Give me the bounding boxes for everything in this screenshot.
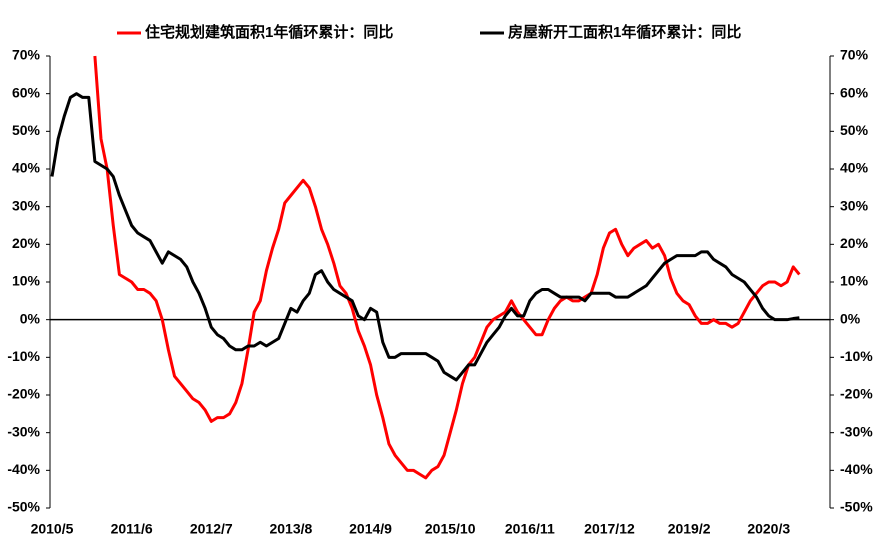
y2-tick-label: -10%: [840, 348, 873, 364]
y-tick-label: 40%: [12, 160, 41, 176]
x-tick-label: 2011/6: [111, 521, 153, 537]
legend-text: 房屋新开工面积1年循环累计：同比: [508, 23, 741, 41]
y2-tick-label: 10%: [840, 273, 869, 289]
x-tick-label: 2019/2: [668, 521, 711, 537]
y-tick-label: -40%: [7, 461, 40, 477]
x-tick-label: 2010/5: [31, 521, 74, 537]
x-tick-label: 2020/3: [747, 521, 790, 537]
legend-text: 住宅规划建筑面积1年循环累计：同比: [145, 23, 393, 41]
y-tick-label: 20%: [12, 235, 41, 251]
y2-tick-label: -40%: [840, 461, 873, 477]
y-tick-label: -30%: [7, 423, 40, 439]
y2-tick-label: 40%: [840, 160, 869, 176]
y2-tick-label: 70%: [840, 47, 869, 63]
series-line: [93, 55, 801, 480]
x-tick-label: 2015/10: [425, 521, 476, 537]
y-tick-label: 70%: [12, 47, 41, 63]
y2-tick-label: 60%: [840, 84, 869, 100]
x-tick-label: 2013/8: [269, 521, 312, 537]
y-tick-label: 60%: [12, 84, 41, 100]
series-line: [50, 92, 800, 382]
y2-tick-label: 30%: [840, 197, 869, 213]
y-tick-label: 0%: [20, 310, 41, 326]
y2-tick-label: -50%: [840, 499, 873, 515]
x-tick-label: 2017/12: [584, 521, 635, 537]
x-tick-label: 2012/7: [190, 521, 233, 537]
y-tick-label: 10%: [12, 273, 41, 289]
y2-tick-label: -20%: [840, 386, 873, 402]
y2-tick-label: -30%: [840, 423, 873, 439]
y2-tick-label: 20%: [840, 235, 869, 251]
x-tick-label: 2016/11: [505, 521, 555, 537]
y-tick-label: -20%: [7, 386, 40, 402]
y2-tick-label: 0%: [840, 310, 861, 326]
y-tick-label: 30%: [12, 197, 41, 213]
x-tick-label: 2014/9: [349, 521, 392, 537]
y-tick-label: -50%: [7, 499, 40, 515]
y-tick-label: -10%: [7, 348, 40, 364]
y-tick-label: 50%: [12, 122, 41, 138]
y2-tick-label: 50%: [840, 122, 869, 138]
